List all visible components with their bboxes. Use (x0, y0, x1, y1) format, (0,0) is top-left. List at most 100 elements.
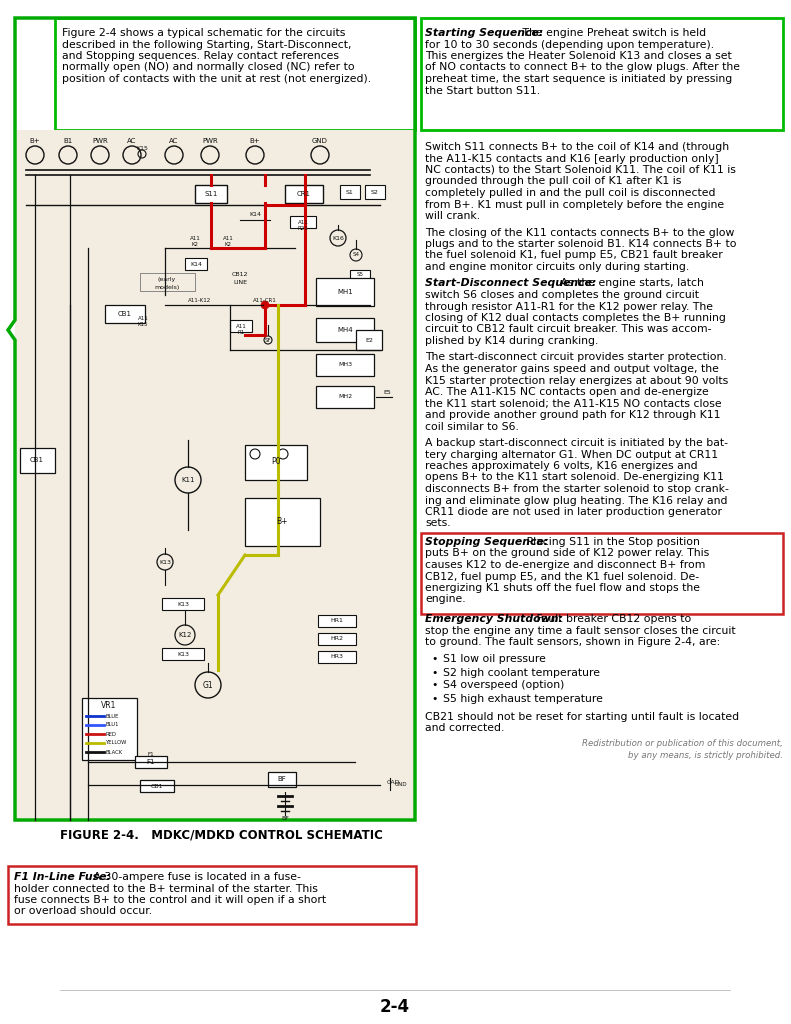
Bar (316, 386, 374, 408)
Text: P0: P0 (271, 458, 281, 467)
Text: CB1: CB1 (151, 783, 163, 788)
Text: fuse connects B+ to the control and it will open if a short: fuse connects B+ to the control and it w… (14, 895, 326, 905)
Text: circuit to CB12 fault circuit breaker. This was accom-: circuit to CB12 fault circuit breaker. T… (425, 325, 711, 335)
Text: BLACK: BLACK (106, 750, 123, 755)
Text: A11: A11 (138, 315, 149, 321)
Text: plished by K14 during cranking.: plished by K14 during cranking. (425, 336, 598, 346)
Text: S11: S11 (204, 191, 218, 197)
Text: •: • (431, 654, 437, 665)
Text: B+: B+ (30, 138, 40, 144)
Bar (316, 318, 374, 342)
Text: •: • (431, 681, 437, 690)
Text: Starting Sequence:: Starting Sequence: (425, 28, 543, 38)
Text: S5 high exhaust temperature: S5 high exhaust temperature (443, 693, 603, 703)
Text: Fault breaker CB12 opens to: Fault breaker CB12 opens to (533, 614, 691, 624)
Text: R21: R21 (297, 225, 308, 230)
Text: CR11 diode are not used in later production generator: CR11 diode are not used in later product… (425, 507, 722, 517)
Text: A11-K12: A11-K12 (188, 298, 212, 302)
Text: Switch S11 connects B+ to the coil of K14 and (through: Switch S11 connects B+ to the coil of K1… (425, 142, 729, 152)
Text: CB1: CB1 (118, 311, 132, 317)
Text: This energizes the Heater Solenoid K13 and closes a set: This energizes the Heater Solenoid K13 a… (425, 51, 732, 61)
Text: Figure 2-4 shows a typical schematic for the circuits: Figure 2-4 shows a typical schematic for… (62, 28, 346, 38)
Text: FIGURE 2-4.   MDKC/MDKD CONTROL SCHEMATIC: FIGURE 2-4. MDKC/MDKD CONTROL SCHEMATIC (60, 828, 383, 841)
Text: A11-CR1: A11-CR1 (253, 298, 277, 302)
Text: B+: B+ (250, 138, 260, 144)
Text: K16: K16 (332, 236, 344, 241)
Text: MH2: MH2 (338, 394, 352, 399)
Text: MH4: MH4 (337, 327, 353, 333)
Text: K15 starter protection relay energizes at about 90 volts: K15 starter protection relay energizes a… (425, 376, 729, 385)
Text: HR1: HR1 (331, 618, 343, 624)
Text: •: • (431, 693, 437, 703)
Text: Placing S11 in the Stop position: Placing S11 in the Stop position (523, 537, 700, 547)
Bar (350, 270, 370, 280)
Text: and provide another ground path for K12 through K11: and provide another ground path for K12 … (425, 410, 721, 420)
Text: •: • (431, 668, 437, 678)
Text: S4: S4 (353, 253, 359, 257)
Bar (356, 330, 382, 350)
Text: the A11-K15 contacts and K16 [early production only]: the A11-K15 contacts and K16 [early prod… (425, 154, 719, 164)
Bar (421, 534, 783, 614)
Bar (82, 698, 137, 760)
Text: through resistor A11-R1 for the K12 power relay. The: through resistor A11-R1 for the K12 powe… (425, 301, 713, 311)
Text: for 10 to 30 seconds (depending upon temperature).: for 10 to 30 seconds (depending upon tem… (425, 40, 714, 49)
Text: reaches approximately 6 volts, K16 energizes and: reaches approximately 6 volts, K16 energ… (425, 461, 698, 471)
Text: from B+. K1 must pull in completely before the engine: from B+. K1 must pull in completely befo… (425, 200, 724, 210)
Text: A backup start-disconnect circuit is initiated by the bat-: A backup start-disconnect circuit is ini… (425, 438, 728, 449)
Bar (140, 780, 174, 792)
Bar (318, 615, 356, 627)
Text: described in the following Starting, Start-Disconnect,: described in the following Starting, Sta… (62, 40, 351, 49)
Text: The start-disconnect circuit provides starter protection.: The start-disconnect circuit provides st… (425, 352, 727, 362)
Text: AC: AC (127, 138, 137, 144)
Bar (365, 185, 385, 199)
Text: causes K12 to de-energize and disconnect B+ from: causes K12 to de-energize and disconnect… (425, 560, 706, 570)
Text: F1: F1 (147, 759, 155, 765)
Text: PWR: PWR (92, 138, 108, 144)
Text: K14: K14 (249, 213, 261, 217)
Text: A11: A11 (222, 236, 233, 241)
Text: BLU1: BLU1 (106, 723, 119, 727)
Text: the fuel solenoid K1, fuel pump E5, CB21 fault breaker: the fuel solenoid K1, fuel pump E5, CB21… (425, 251, 723, 260)
Text: A11: A11 (236, 324, 246, 329)
Text: BLUE: BLUE (106, 714, 119, 719)
Text: disconnects B+ from the starter solenoid to stop crank-: disconnects B+ from the starter solenoid… (425, 484, 729, 494)
Text: the K11 start solenoid; the A11-K15 NO contacts close: the K11 start solenoid; the A11-K15 NO c… (425, 398, 721, 409)
Text: K13: K13 (159, 559, 171, 564)
Text: HR2: HR2 (331, 637, 343, 641)
Text: BF: BF (278, 776, 286, 782)
Text: normally open (NO) and normally closed (NC) refer to: normally open (NO) and normally closed (… (62, 62, 354, 73)
Text: K15: K15 (136, 145, 148, 151)
Text: MH3: MH3 (338, 362, 352, 368)
Text: sets.: sets. (425, 518, 451, 528)
Text: to ground. The fault sensors, shown in Figure 2-4, are:: to ground. The fault sensors, shown in F… (425, 637, 721, 647)
Text: The closing of the K11 contacts connects B+ to the glow: The closing of the K11 contacts connects… (425, 227, 734, 238)
Bar (285, 185, 323, 203)
Bar (140, 273, 195, 291)
Text: PWR: PWR (202, 138, 218, 144)
Text: energizing K1 shuts off the fuel flow and stops the: energizing K1 shuts off the fuel flow an… (425, 583, 700, 593)
Text: As the engine starts, latch: As the engine starts, latch (557, 279, 704, 289)
Text: by any means, is strictly prohibited.: by any means, is strictly prohibited. (628, 751, 783, 760)
Text: NC contacts) to the Start Solenoid K11. The coil of K11 is: NC contacts) to the Start Solenoid K11. … (425, 165, 736, 175)
Bar (162, 598, 204, 610)
Text: preheat time, the start sequence is initiated by pressing: preheat time, the start sequence is init… (425, 74, 732, 84)
Text: and engine monitor circuits only during starting.: and engine monitor circuits only during … (425, 262, 689, 272)
Text: CR1: CR1 (297, 191, 311, 197)
Bar (8, 866, 416, 924)
Text: BF: BF (281, 815, 289, 820)
Text: or overload should occur.: or overload should occur. (14, 906, 152, 916)
Text: and Stopping sequences. Relay contact references: and Stopping sequences. Relay contact re… (62, 51, 339, 61)
Bar (105, 305, 145, 323)
Text: Redistribution or publication of this document,: Redistribution or publication of this do… (582, 739, 783, 749)
Text: F1: F1 (148, 753, 154, 758)
Bar (245, 498, 320, 546)
Text: A 30-ampere fuse is located in a fuse-: A 30-ampere fuse is located in a fuse- (90, 872, 301, 882)
Text: E5: E5 (383, 389, 391, 394)
Text: tery charging alternator G1. When DC output at CR11: tery charging alternator G1. When DC out… (425, 450, 718, 460)
Text: K15: K15 (138, 322, 148, 327)
Text: E2: E2 (365, 338, 373, 342)
Text: S2: S2 (371, 189, 379, 195)
Text: RED: RED (106, 731, 117, 736)
Text: grounded through the pull coil of K1 after K1 is: grounded through the pull coil of K1 aft… (425, 176, 681, 186)
Text: LINE: LINE (233, 280, 247, 285)
